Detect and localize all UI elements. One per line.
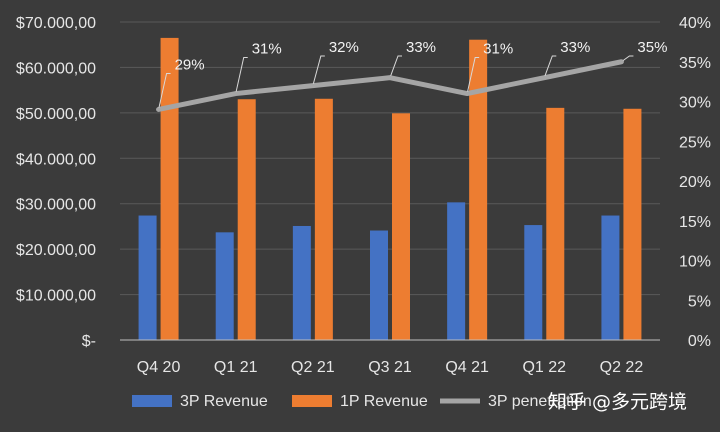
y-right-tick-label: 10%	[679, 254, 711, 271]
bar-1p-revenue	[160, 37, 179, 341]
y-left-tick-label: $30.000,00	[16, 197, 96, 214]
data-label-leader	[235, 57, 248, 94]
bar-1p-revenue	[392, 113, 410, 340]
series-line-3p-penetration	[156, 59, 624, 112]
bar-3p-revenue	[292, 225, 311, 340]
x-tick-label: Q1 21	[214, 359, 258, 376]
y-right-tick-label: 5%	[688, 293, 711, 310]
line-series: 29% 31% 32% 33% 31% 33% 35%	[156, 39, 667, 112]
line-point	[619, 59, 624, 64]
x-tick-label: Q4 21	[445, 359, 489, 376]
line-point	[233, 91, 238, 96]
y-right-tick-label: 40%	[679, 15, 711, 32]
y-left-tick-label: $50.000,00	[16, 106, 96, 123]
watermark: 知乎 @多元跨境	[548, 391, 687, 413]
y-right-tick-label: 35%	[679, 55, 711, 72]
y-right-tick-label: 15%	[679, 214, 711, 231]
y-left-tick-label: $10.000,00	[16, 288, 96, 305]
y-left-tick-label: $70.000,00	[16, 15, 96, 32]
y-right-tick-label: 0%	[688, 333, 711, 350]
data-label-leader	[312, 55, 325, 86]
legend: 3P Revenue 1P Revenue 3P penetration	[132, 393, 592, 410]
bar-1p-revenue	[237, 99, 256, 340]
y-left-tick-label: $40.000,00	[16, 151, 96, 168]
bar-3p-revenue	[601, 215, 620, 340]
legend-label: 1P Revenue	[340, 393, 428, 410]
data-label: 33%	[560, 39, 590, 56]
gridlines	[120, 21, 660, 341]
legend-swatch	[132, 395, 172, 407]
y-right-tick-label: 20%	[679, 174, 711, 191]
y-left-tick-label: $-	[82, 333, 96, 350]
bar-3p-revenue	[138, 215, 157, 340]
line-point	[542, 75, 547, 80]
line-point	[156, 107, 161, 112]
x-tick-label: Q2 22	[600, 359, 644, 376]
legend-swatch	[292, 395, 332, 407]
bar-3p-revenue	[447, 202, 466, 340]
data-label-leader	[543, 55, 557, 78]
bar-3p-revenue	[215, 232, 234, 340]
bar-1p-revenue	[623, 108, 642, 340]
x-tick-label: Q2 21	[291, 359, 335, 376]
y-right-tick-label: 30%	[679, 95, 711, 112]
data-label: 31%	[252, 41, 282, 58]
line-point	[388, 75, 392, 80]
data-label-leader	[389, 55, 402, 78]
bar-1p-revenue	[469, 39, 488, 341]
line-point	[310, 83, 315, 88]
data-label: 31%	[483, 41, 513, 58]
x-axis: Q4 20 Q1 21 Q2 21 Q3 21 Q4 21 Q1 22 Q2 22	[120, 339, 660, 376]
y-right-tick-label: 25%	[679, 134, 711, 151]
data-label-leader	[158, 72, 171, 110]
bars	[138, 37, 642, 341]
data-label: 35%	[637, 39, 667, 56]
bar-3p-revenue	[524, 225, 543, 340]
legend-label: 3P Revenue	[180, 393, 268, 410]
bar-3p-revenue	[370, 230, 388, 340]
y-left-tick-label: $20.000,00	[16, 242, 96, 259]
legend-label: 3P penetration	[488, 393, 592, 410]
line-point	[465, 91, 470, 96]
y-axis-left: $- $10.000,00 $20.000,00 $30.000,00 $40.000,…	[16, 15, 96, 350]
data-label: 29%	[175, 56, 205, 73]
y-left-tick-label: $60.000,00	[16, 60, 96, 77]
data-label: 32%	[329, 39, 359, 56]
data-label-leader	[466, 57, 480, 94]
x-tick-label: Q1 22	[522, 359, 566, 376]
x-tick-label: Q3 21	[368, 359, 412, 376]
data-label-leader	[621, 55, 634, 63]
x-tick-label: Q4 20	[137, 359, 181, 376]
y-axis-right: 0% 5% 10% 15% 20% 25% 30% 35% 40%	[679, 15, 711, 350]
data-label: 33%	[406, 39, 436, 56]
bar-1p-revenue	[314, 98, 333, 340]
bar-1p-revenue	[546, 107, 565, 340]
